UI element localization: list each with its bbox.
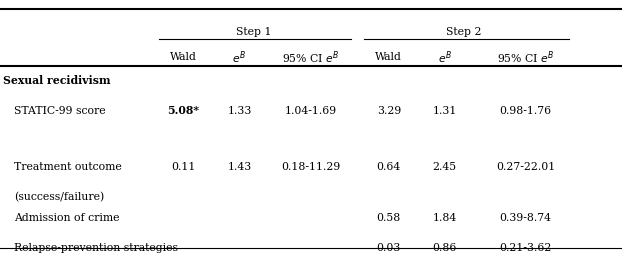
Text: 95% CI $e^B$: 95% CI $e^B$ xyxy=(497,49,554,66)
Text: Sexual recidivism: Sexual recidivism xyxy=(3,74,111,86)
Text: 0.18-11.29: 0.18-11.29 xyxy=(281,161,341,171)
Text: 1.33: 1.33 xyxy=(227,105,252,116)
Text: STATIC-99 score: STATIC-99 score xyxy=(14,105,105,116)
Text: $e^B$: $e^B$ xyxy=(438,49,452,66)
Text: 0.86: 0.86 xyxy=(432,242,457,252)
Text: 1.04-1.69: 1.04-1.69 xyxy=(285,105,337,116)
Text: Step 1: Step 1 xyxy=(236,27,271,37)
Text: 1.31: 1.31 xyxy=(432,105,457,116)
Text: 0.98-1.76: 0.98-1.76 xyxy=(499,105,552,116)
Text: (success/failure): (success/failure) xyxy=(14,191,104,201)
Text: 3.29: 3.29 xyxy=(377,105,401,116)
Text: $e^B$: $e^B$ xyxy=(233,49,246,66)
Text: Relapse-prevention strategies: Relapse-prevention strategies xyxy=(14,242,178,252)
Text: 0.39-8.74: 0.39-8.74 xyxy=(499,212,552,222)
Text: Treatment outcome: Treatment outcome xyxy=(14,161,121,171)
Text: 2.45: 2.45 xyxy=(433,161,457,171)
Text: 0.21-3.62: 0.21-3.62 xyxy=(499,242,552,252)
Text: 0.27-22.01: 0.27-22.01 xyxy=(496,161,555,171)
Text: Wald: Wald xyxy=(170,52,197,62)
Text: 5.08*: 5.08* xyxy=(167,105,200,116)
Text: 1.43: 1.43 xyxy=(228,161,251,171)
Text: Step 2: Step 2 xyxy=(445,27,481,37)
Text: Wald: Wald xyxy=(375,52,402,62)
Text: 0.58: 0.58 xyxy=(377,212,401,222)
Text: 0.03: 0.03 xyxy=(376,242,401,252)
Text: 0.11: 0.11 xyxy=(171,161,196,171)
Text: Admission of crime: Admission of crime xyxy=(14,212,119,222)
Text: 0.64: 0.64 xyxy=(377,161,401,171)
Text: 1.84: 1.84 xyxy=(433,212,457,222)
Text: 95% CI $e^B$: 95% CI $e^B$ xyxy=(282,49,340,66)
